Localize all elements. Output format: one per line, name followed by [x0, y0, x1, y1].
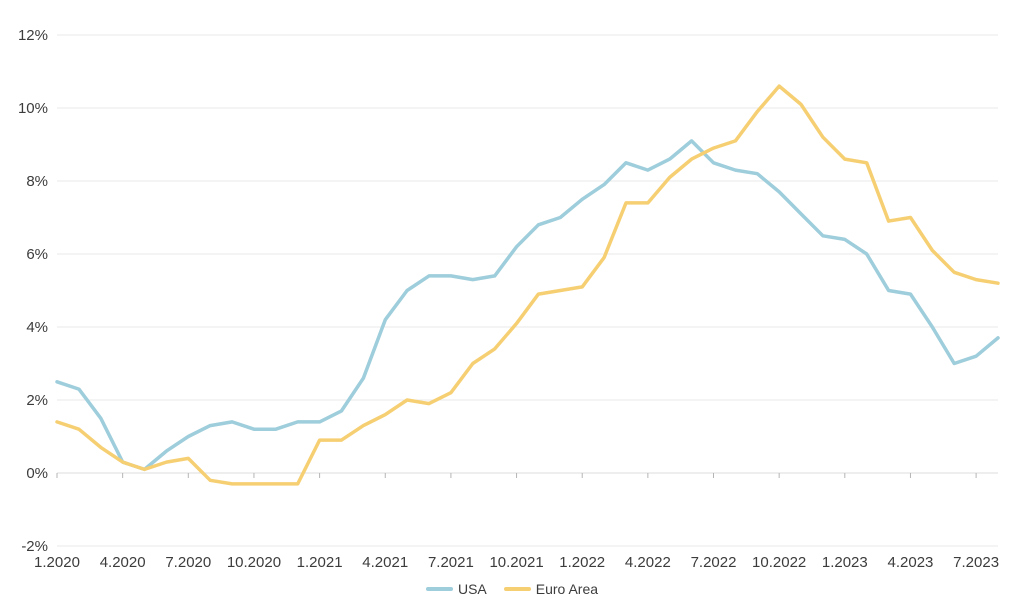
x-axis-label: 1.2020 [34, 554, 80, 571]
x-axis-label: 1.2021 [297, 554, 343, 571]
x-axis-label: 1.2022 [559, 554, 605, 571]
usa-line [55, 139, 1000, 472]
x-axis-label: 1.2023 [822, 554, 868, 571]
legend-item-usa[interactable]: USA [425, 581, 487, 597]
x-axis-label: 4.2023 [888, 554, 934, 571]
x-axis-label: 7.2020 [165, 554, 211, 571]
y-axis-label: 12% [18, 27, 48, 44]
legend-item-euro-area[interactable]: Euro Area [503, 581, 599, 597]
chart-legend: USA Euro Area [0, 579, 1024, 599]
x-axis-label: 10.2022 [752, 554, 806, 571]
x-axis-label: 4.2020 [100, 554, 146, 571]
usa-series-swatch-icon [425, 587, 453, 591]
euro-area-series-swatch-icon [503, 587, 531, 591]
x-axis-label: 4.2021 [362, 554, 408, 571]
x-axis-label: 10.2020 [227, 554, 281, 571]
usa-legend-label: USA [457, 581, 487, 597]
y-axis-label: 6% [26, 246, 48, 263]
y-axis-label: 2% [26, 392, 48, 409]
x-axis-label: 4.2022 [625, 554, 671, 571]
y-axis-label: 8% [26, 173, 48, 190]
euro-area-line [55, 84, 1000, 486]
x-axis-label: 7.2022 [691, 554, 737, 571]
x-axis-label: 7.2023 [953, 554, 999, 571]
y-axis-label: 10% [18, 100, 48, 117]
x-axis-label: 10.2021 [489, 554, 543, 571]
y-axis-label: 4% [26, 319, 48, 336]
y-axis-label: -2% [21, 538, 48, 555]
euro-area-legend-label: Euro Area [535, 581, 599, 597]
y-axis-label: 0% [26, 465, 48, 482]
x-axis-label: 7.2021 [428, 554, 474, 571]
